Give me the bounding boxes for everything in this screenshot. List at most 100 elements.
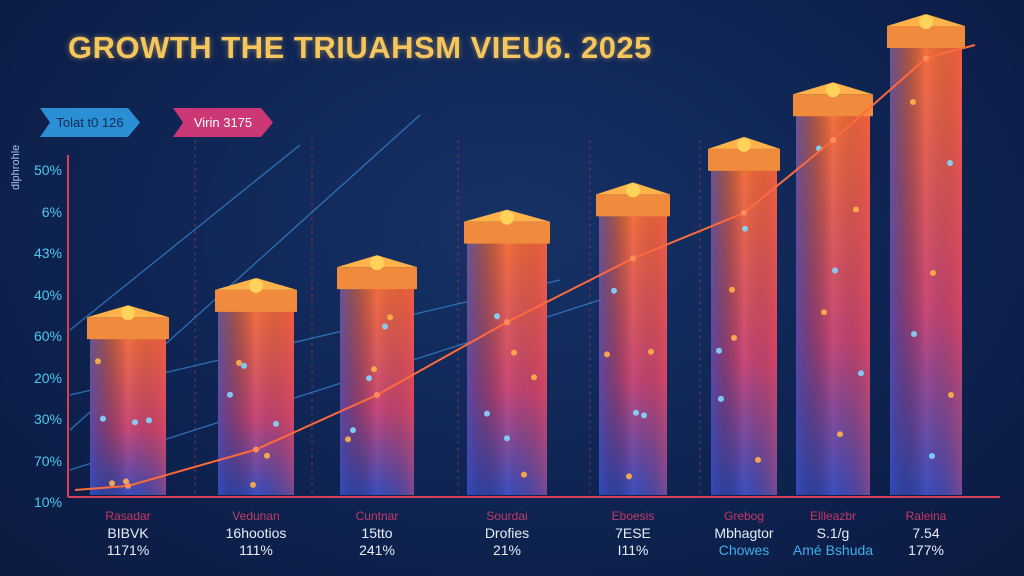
category-value: 111% (239, 542, 273, 558)
trend-point (374, 391, 380, 398)
sparkle (604, 351, 610, 358)
x-category-label: Grebog Mbhagtor Chowes (684, 508, 804, 559)
bar-shade (90, 331, 166, 495)
sparkle (250, 481, 256, 488)
trophy-icon (121, 306, 135, 321)
trophy-icon (500, 210, 514, 225)
y-tick-label: 30% (33, 411, 62, 427)
sparkle (641, 412, 647, 419)
y-tick-label: 6% (41, 203, 62, 220)
sparkle (236, 359, 242, 366)
trophy-icon (249, 278, 263, 293)
category-title: Raleina (905, 509, 947, 523)
sparkle (371, 366, 377, 373)
bar-cap (337, 267, 417, 290)
x-category-label: Cuntnar 15tto 241% (317, 508, 437, 559)
sparkle (731, 334, 737, 341)
trend-point (741, 209, 747, 216)
bar-shade (599, 208, 667, 495)
sparkle (264, 452, 270, 459)
bar-shade (711, 162, 777, 495)
sparkle (755, 456, 761, 463)
sparkle (648, 348, 654, 355)
trend-point (253, 446, 259, 453)
sparkle (947, 160, 953, 166)
sparkle (716, 347, 722, 354)
category-name: Drofies (484, 525, 530, 541)
sparkle (366, 375, 372, 382)
sparkle (350, 427, 356, 434)
sparkle (832, 267, 838, 274)
sparkle (387, 314, 393, 321)
category-name: 7ESE (615, 525, 651, 541)
trend-point (630, 255, 636, 262)
legend-badge-pink: Virin 3175 (173, 108, 273, 137)
x-category-label: Raleina 7.54 177% (866, 508, 986, 559)
trophy-icon (919, 15, 933, 29)
x-category-label: Ellleazbr S.1/g Amé Bshuda (773, 508, 893, 559)
sparkle (504, 435, 510, 442)
sparkle (132, 419, 138, 426)
bar-shade (890, 40, 962, 495)
sparkle (911, 331, 917, 337)
category-value: 1171% (106, 542, 150, 558)
bar-shade (796, 108, 870, 495)
y-tick-label: 70% (33, 452, 62, 469)
sparkle (273, 420, 279, 427)
blue-trend-line (69, 144, 301, 331)
category-name: 16hootios (225, 525, 287, 541)
bar-cap (887, 26, 965, 48)
category-name: BIBVK (107, 525, 149, 541)
bar-cap (596, 194, 670, 217)
trophy-icon (826, 83, 840, 98)
sparkle (531, 374, 537, 381)
trophy-icon (370, 256, 384, 271)
y-tick-label: 20% (33, 369, 62, 386)
sparkle (241, 362, 247, 369)
category-value: Amé Bshuda (792, 542, 874, 558)
sparkle (611, 287, 617, 294)
trend-point (830, 137, 836, 144)
chart-title: GROWTH THE TRIUAHSM VIEU6. 2025 (68, 30, 652, 65)
bar-cap (708, 148, 780, 171)
sparkle (742, 225, 748, 232)
category-title: Sourdai (486, 509, 528, 523)
trophy-icon (626, 183, 640, 198)
sparkle (109, 480, 115, 487)
y-tick-label: 10% (33, 494, 62, 510)
sparkle (821, 309, 827, 316)
sparkle (853, 206, 859, 213)
trend-point (125, 482, 131, 489)
category-value: 177% (908, 542, 944, 558)
sparkle (382, 323, 388, 330)
sparkle (626, 473, 632, 480)
sparkle (930, 270, 936, 276)
x-category-label: Vedunan 16hootios 111% (196, 508, 316, 559)
sparkle (633, 409, 639, 416)
sparkle (146, 417, 152, 424)
sparkle (858, 370, 864, 377)
sparkle (100, 415, 106, 422)
category-title: Eboesis (611, 509, 655, 523)
bar-cap (464, 221, 550, 244)
category-title: Ellleazbr (809, 509, 857, 523)
category-title: Vedunan (232, 509, 280, 523)
sparkle (948, 392, 954, 398)
trophy-icon (737, 137, 751, 152)
x-category-label: Eboesis 7ESE I11% (573, 508, 693, 559)
bar-cap (87, 317, 169, 340)
sparkle (494, 313, 500, 320)
legend-badge-blue: Tolat t0 126 (40, 108, 140, 137)
sparkle (929, 453, 935, 459)
sparkle (910, 99, 916, 105)
sparkle (484, 410, 490, 417)
y-tick-label: 60% (33, 328, 62, 344)
category-name: 15tto (361, 525, 393, 541)
sparkle (521, 471, 527, 478)
sparkle (729, 286, 735, 293)
x-category-label: Rasadar BIBVK 1171% (68, 508, 188, 559)
y-tick-label: 40% (33, 286, 62, 303)
trend-point (504, 319, 510, 326)
sparkle (718, 395, 724, 402)
